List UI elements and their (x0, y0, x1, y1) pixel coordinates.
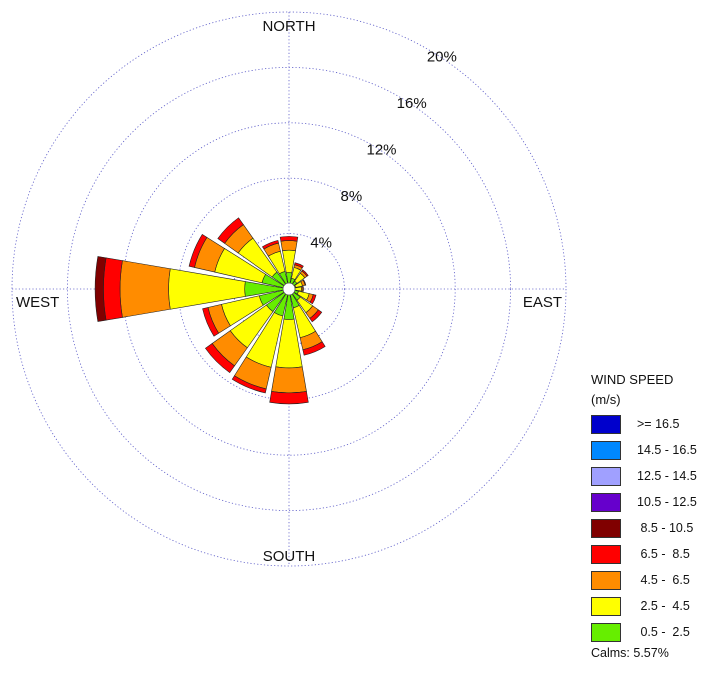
ring-label: 8% (341, 188, 363, 205)
legend-swatch (591, 571, 621, 590)
legend-item: 8.5 - 10.5 (591, 514, 709, 540)
wedge-n (280, 236, 298, 241)
legend-label: 12.5 - 14.5 (637, 469, 697, 483)
legend-label: 6.5 - 8.5 (637, 547, 690, 561)
legend-item: 2.5 - 4.5 (591, 592, 709, 618)
south-label: SOUTH (263, 548, 316, 565)
legend-item: >= 16.5 (591, 410, 709, 436)
legend-label: 4.5 - 6.5 (637, 573, 690, 587)
legend: WIND SPEED (m/s) >= 16.5 14.5 - 16.5 12.5 … (591, 370, 709, 660)
legend-item: 6.5 - 8.5 (591, 540, 709, 566)
legend-swatch (591, 493, 621, 512)
legend-title: WIND SPEED (591, 370, 709, 390)
ring-label: 20% (427, 49, 457, 66)
ring-label: 4% (310, 235, 332, 252)
legend-unit: (m/s) (591, 390, 709, 410)
east-label: EAST (523, 294, 562, 311)
legend-swatch (591, 441, 621, 460)
wedge-e (303, 287, 304, 292)
legend-item: 12.5 - 14.5 (591, 462, 709, 488)
legend-item: 10.5 - 12.5 (591, 488, 709, 514)
legend-label: 14.5 - 16.5 (637, 443, 697, 457)
wedge-s (270, 391, 309, 404)
ring-label: 16% (397, 95, 427, 112)
wedge-w (103, 258, 122, 320)
north-label: NORTH (262, 18, 315, 35)
legend-swatch (591, 623, 621, 642)
legend-label: >= 16.5 (637, 417, 679, 431)
legend-label: 2.5 - 4.5 (637, 599, 690, 613)
wedge-w (120, 261, 170, 318)
wedge-n (281, 241, 297, 251)
wedge-s (272, 367, 307, 393)
legend-swatch (591, 467, 621, 486)
legend-swatch (591, 519, 621, 538)
legend-swatch (591, 597, 621, 616)
calms-label: Calms: 5.57% (591, 646, 709, 660)
legend-swatch (591, 415, 621, 434)
legend-label: 0.5 - 2.5 (637, 625, 690, 639)
ring-labels: 4% 8% 12% 16% 20% (310, 49, 457, 252)
west-label: WEST (16, 294, 59, 311)
legend-item: 14.5 - 16.5 (591, 436, 709, 462)
wind-wedges (95, 218, 325, 404)
legend-label: 10.5 - 12.5 (637, 495, 697, 509)
legend-label: 8.5 - 10.5 (637, 521, 693, 535)
center-calm-circle (283, 283, 295, 295)
legend-swatch (591, 545, 621, 564)
legend-item: 4.5 - 6.5 (591, 566, 709, 592)
ring-label: 12% (367, 142, 397, 159)
legend-item: 0.5 - 2.5 (591, 618, 709, 644)
